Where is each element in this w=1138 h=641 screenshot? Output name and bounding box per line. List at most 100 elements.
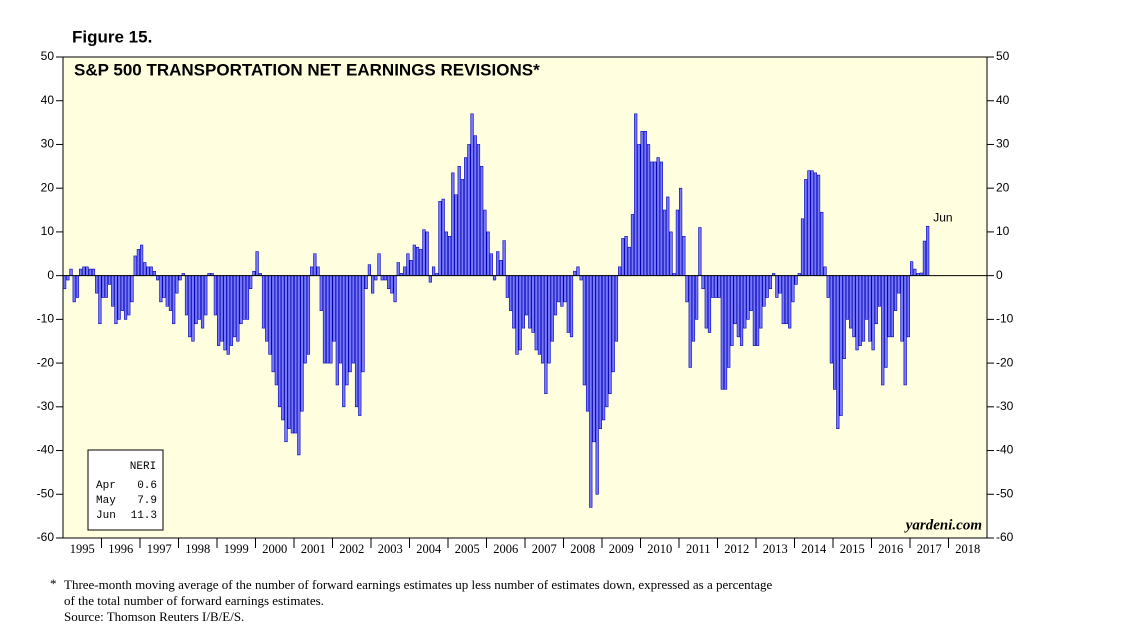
bar xyxy=(531,275,535,333)
bar xyxy=(165,275,169,307)
bar xyxy=(547,275,551,364)
bar xyxy=(842,275,846,360)
bar xyxy=(762,275,766,307)
bar xyxy=(778,275,782,294)
bar xyxy=(829,275,834,364)
bar xyxy=(576,266,580,276)
bar xyxy=(377,253,381,276)
bar xyxy=(691,275,696,342)
legend-value: 7.9 xyxy=(137,495,157,507)
bar xyxy=(470,113,474,276)
bar xyxy=(79,268,83,276)
y-tick-label: 40 xyxy=(41,93,55,107)
bar xyxy=(104,275,108,298)
bar xyxy=(143,262,147,276)
bar xyxy=(486,231,490,276)
bar xyxy=(926,225,930,276)
bar xyxy=(714,275,718,298)
bar xyxy=(364,275,368,290)
y-tick-label: 20 xyxy=(41,180,55,194)
bar xyxy=(807,170,811,276)
bar xyxy=(871,275,875,351)
bar xyxy=(354,275,359,408)
bar xyxy=(541,275,545,364)
bar xyxy=(444,231,449,276)
bar xyxy=(85,266,89,276)
bar xyxy=(675,209,680,276)
y2-tick-label: 50 xyxy=(996,49,1010,63)
y-tick-label: -10 xyxy=(37,312,55,326)
bar xyxy=(213,275,217,316)
bar xyxy=(123,275,128,320)
x-tick-label: 1997 xyxy=(147,542,172,556)
bar xyxy=(826,275,830,298)
y2-tick-label: -10 xyxy=(996,312,1014,326)
x-tick-label: 2005 xyxy=(455,542,480,556)
bar xyxy=(858,275,862,346)
bar xyxy=(810,170,814,276)
bar xyxy=(492,275,497,281)
bar xyxy=(152,270,157,276)
bar xyxy=(409,260,413,276)
bar xyxy=(467,144,471,276)
bar xyxy=(720,275,724,390)
bar xyxy=(66,275,70,281)
bar xyxy=(95,275,99,294)
bar xyxy=(194,275,198,325)
bar xyxy=(845,275,850,320)
bar xyxy=(184,275,189,316)
bar xyxy=(329,275,333,364)
bar xyxy=(839,275,843,416)
bar xyxy=(746,275,750,320)
bar xyxy=(698,227,702,276)
bar xyxy=(322,275,327,364)
bar xyxy=(178,275,182,281)
bar xyxy=(537,275,542,355)
bar xyxy=(585,275,590,412)
bar xyxy=(98,275,102,325)
source-mark: yardeni.com xyxy=(904,517,982,533)
bar xyxy=(229,275,234,346)
legend-month: Jun xyxy=(96,510,116,522)
bar xyxy=(646,144,651,276)
x-tick-label: 2015 xyxy=(840,542,865,556)
bar xyxy=(608,275,612,394)
y2-tick-label: 0 xyxy=(996,268,1003,282)
bar xyxy=(884,275,888,368)
y2-tick-label: -50 xyxy=(996,486,1014,500)
bar xyxy=(489,253,493,276)
y-tick-label: -30 xyxy=(37,399,55,413)
bar xyxy=(69,268,73,276)
bar xyxy=(598,275,603,429)
bar xyxy=(345,275,349,386)
bar xyxy=(659,161,663,276)
bar xyxy=(91,268,96,276)
bar xyxy=(759,275,763,329)
bar xyxy=(678,187,683,276)
legend-title: NERI xyxy=(130,461,156,473)
bar xyxy=(897,275,901,294)
bar xyxy=(637,144,641,276)
y2-tick-label: 20 xyxy=(996,180,1010,194)
x-tick-label: 1999 xyxy=(224,542,249,556)
bar xyxy=(682,235,686,276)
bar xyxy=(204,275,208,316)
bar xyxy=(502,240,506,276)
bar xyxy=(233,275,237,338)
bar xyxy=(550,275,554,342)
annotation: Jun xyxy=(933,210,952,224)
x-tick-label: 2009 xyxy=(609,542,634,556)
bar xyxy=(438,201,442,276)
bar xyxy=(101,275,105,298)
bar xyxy=(601,275,606,421)
bar xyxy=(457,166,461,276)
bar xyxy=(117,275,121,320)
bar xyxy=(685,275,689,303)
x-tick-label: 2006 xyxy=(493,542,518,556)
legend-box xyxy=(87,449,164,531)
bar xyxy=(823,266,827,276)
bar xyxy=(887,275,891,338)
bar xyxy=(816,174,821,276)
bar xyxy=(383,275,388,281)
bar xyxy=(303,275,307,364)
